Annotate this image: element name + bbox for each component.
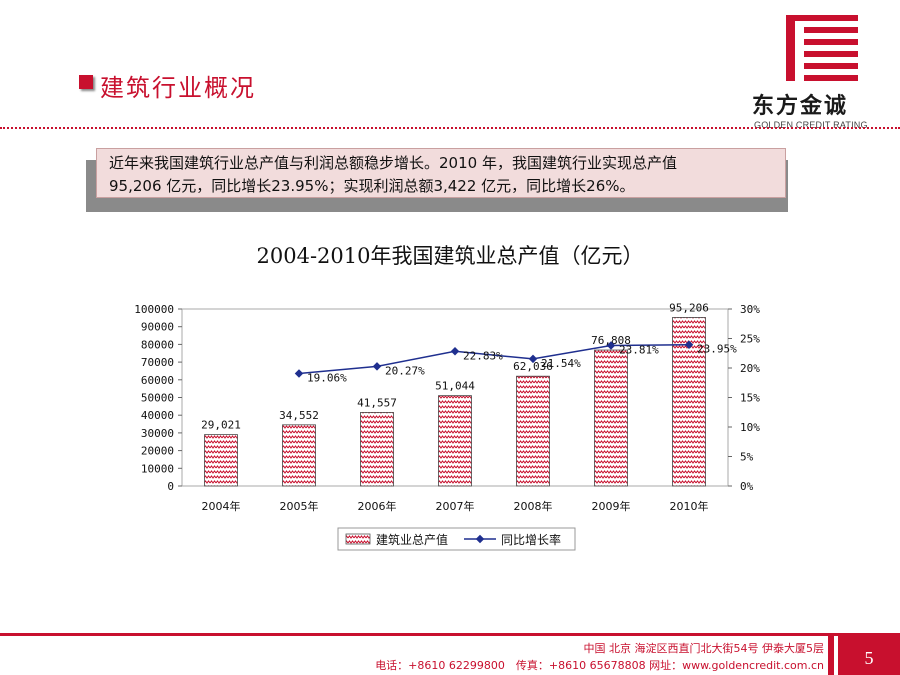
y2-tick-label: 0% [740,480,754,493]
bar-0 [204,434,238,487]
y-tick-label: 20000 [141,445,174,458]
legend-bar-label: 建筑业总产值 [376,532,448,547]
footer-page-block [838,636,900,675]
y2-tick-label: 15% [740,392,760,405]
x-tick-label: 2005年 [280,499,319,513]
bar-label-5: 76,808 [591,334,631,347]
growth-point-5 [606,341,616,350]
growth-point-1 [294,369,304,378]
summary-line-1: 近年来我国建筑行业总产值与利润总额稳步增长。2010 年，我国建筑行业实现总产值 [109,154,677,172]
growth-label-4: 21.54% [541,357,581,370]
growth-point-3 [450,347,460,356]
header-divider [0,127,900,129]
footer-bar [0,633,900,636]
growth-label-6: 23.95% [697,343,737,356]
chart-title: 2004-2010年我国建筑业总产值（亿元） [256,244,644,268]
growth-point-6 [684,340,694,349]
bar-5 [594,349,628,487]
bar-2 [360,412,394,487]
bar-label-4: 62,036 [513,360,553,373]
footer-address: 中国 北京 海淀区西直门北大街54号 伊泰大厦5层 [583,642,824,655]
y2-tick-label: 20% [740,362,760,375]
chart: 29,021 34,552 41,557 51,044 62,036 76,808 95,2… [134,301,760,551]
y-tick-label: 40000 [141,409,174,422]
logo-mark-icon [786,15,858,81]
bar-3 [438,395,472,487]
x-tick-label: 2009年 [592,499,631,513]
y-tick-label: 90000 [141,321,174,334]
y-tick-label: 30000 [141,427,174,440]
bar-label-2: 41,557 [357,396,397,409]
x-tick-label: 2010年 [670,499,709,513]
y-tick-label: 10000 [141,462,174,475]
logo-subtitle: GOLDEN CREDIT RATING [754,120,868,130]
growth-label-5: 23.81% [619,344,659,357]
title-bullet-icon [79,75,93,89]
summary-box: 近年来我国建筑行业总产值与利润总额稳步增长。2010 年，我国建筑行业实现总产值… [96,148,786,198]
legend-bar-swatch [345,533,371,545]
legend-box [337,527,576,551]
bar-4 [516,375,550,487]
footer-accent-strip [828,636,834,675]
y2-tick-label: 10% [740,421,760,434]
y2-tick-label: 25% [740,333,760,346]
y-tick-label: 60000 [141,374,174,387]
legend-line-label: 同比增长率 [501,532,561,547]
page-number: 5 [864,648,874,668]
x-tick-label: 2008年 [514,499,553,513]
bar-1 [282,424,316,487]
footer-contact: 电话：+8610 62299800 传真：+8610 65678808 网址：w… [375,659,824,672]
y-tick-label: 70000 [141,356,174,369]
y-tick-label: 100000 [134,303,174,316]
legend-line-marker [475,534,485,544]
bar-label-1: 34,552 [279,409,319,422]
growth-label-1: 19.06% [307,372,347,385]
bar-label-6: 95,206 [669,301,709,314]
growth-line [298,343,690,375]
growth-point-4 [528,354,538,364]
y-tick-label: 80000 [141,338,174,351]
growth-label-2: 20.27% [385,364,425,377]
summary-line-2: 95,206 亿元，同比增长23.95%；实现利润总额3,422 亿元，同比增长… [109,177,635,195]
bar-label-3: 51,044 [435,380,475,393]
x-tick-label: 2006年 [358,499,397,513]
x-tick-label: 2007年 [436,499,475,513]
growth-label-3: 22.83% [463,349,503,362]
y2-tick-label: 30% [740,303,760,316]
bar-label-0: 29,021 [201,419,241,432]
y-tick-label: 50000 [141,392,174,405]
y2-tick-label: 5% [740,451,754,464]
y-tick-label: 0 [167,480,174,493]
logo-name: 东方金诚 [752,94,849,119]
page-title: 建筑行业概况 [100,74,256,102]
growth-point-2 [372,362,382,371]
x-tick-label: 2004年 [202,499,241,513]
